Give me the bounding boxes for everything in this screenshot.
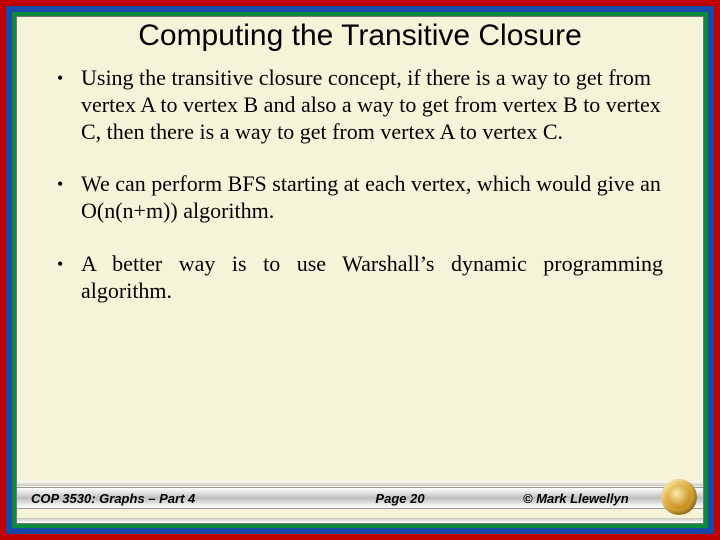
bullet-text: Using the transitive closure concept, if…: [81, 65, 663, 145]
bullet-dot-icon: •: [57, 251, 81, 305]
frame-mid: Computing the Transitive Closure • Using…: [6, 6, 714, 534]
bullet-item: • We can perform BFS starting at each ve…: [57, 171, 663, 225]
bullet-item: • Using the transitive closure concept, …: [57, 65, 663, 145]
bullet-text: A better way is to use Warshall’s dynami…: [81, 251, 663, 305]
footer-bevel-top: [17, 481, 703, 486]
bullet-text: We can perform BFS starting at each vert…: [81, 171, 663, 225]
footer-page-label: Page 20: [291, 491, 509, 506]
ucf-logo-icon: [661, 479, 697, 515]
footer-course-label: COP 3530: Graphs – Part 4: [31, 491, 291, 506]
bullet-dot-icon: •: [57, 65, 81, 145]
bullet-dot-icon: •: [57, 171, 81, 225]
footer-text-row: COP 3530: Graphs – Part 4 Page 20 © Mark…: [17, 487, 703, 509]
frame-inner: Computing the Transitive Closure • Using…: [12, 12, 708, 528]
slide-title: Computing the Transitive Closure: [27, 19, 693, 53]
footer-bevel-bottom: [17, 518, 703, 523]
title-row: Computing the Transitive Closure: [17, 17, 703, 53]
footer: COP 3530: Graphs – Part 4 Page 20 © Mark…: [17, 481, 703, 523]
frame-outer: Computing the Transitive Closure • Using…: [0, 0, 720, 540]
bullet-item: • A better way is to use Warshall’s dyna…: [57, 251, 663, 305]
slide-body: • Using the transitive closure concept, …: [17, 53, 703, 481]
slide: Computing the Transitive Closure • Using…: [16, 16, 704, 524]
